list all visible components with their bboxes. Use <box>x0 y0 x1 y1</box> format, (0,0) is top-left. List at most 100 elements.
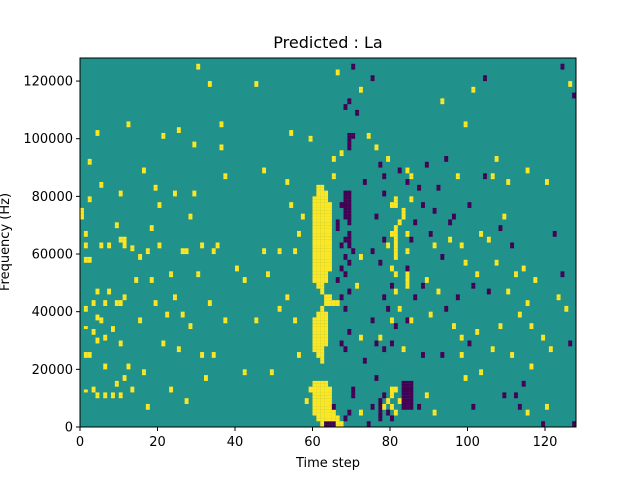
heatmap-cell <box>242 277 247 281</box>
heatmap-cell <box>362 181 367 185</box>
heatmap-cell <box>169 389 174 393</box>
heatmap-cell <box>335 421 340 425</box>
heatmap-cell <box>347 230 352 234</box>
heatmap-cell <box>320 271 325 275</box>
heatmap-cell <box>370 403 375 407</box>
heatmap-cell <box>347 147 352 151</box>
heatmap-cell <box>316 193 321 197</box>
heatmap-cell <box>324 236 329 240</box>
heatmap-cell <box>196 274 201 278</box>
heatmap-cell <box>95 291 100 295</box>
heatmap-cell <box>192 190 197 194</box>
heatmap-cell <box>266 274 270 278</box>
heatmap-cell <box>572 92 577 96</box>
heatmap-cell <box>397 219 402 223</box>
heatmap-cell <box>320 418 325 422</box>
heatmap-cell <box>386 245 391 249</box>
heatmap-cell <box>343 418 348 422</box>
heatmap-cell <box>161 343 166 347</box>
heatmap-cell <box>428 311 433 315</box>
heatmap-cell <box>83 259 88 263</box>
heatmap-cell <box>467 343 472 347</box>
heatmap-cell <box>502 392 507 396</box>
heatmap-cell <box>328 210 332 214</box>
heatmap-cell <box>370 406 375 410</box>
heatmap-cell <box>393 196 398 200</box>
heatmap-cell <box>118 190 123 194</box>
heatmap-cell <box>347 190 352 194</box>
heatmap-cell <box>572 424 577 428</box>
heatmap-cell <box>320 340 325 344</box>
heatmap-cell <box>219 124 224 128</box>
heatmap-cell <box>118 193 123 197</box>
heatmap-cell <box>405 406 410 410</box>
heatmap-cell <box>262 170 267 174</box>
heatmap-cell <box>324 343 329 347</box>
heatmap-cell <box>366 424 371 428</box>
heatmap-cell <box>568 81 573 84</box>
heatmap-cell <box>413 294 418 298</box>
heatmap-cell <box>316 340 321 344</box>
heatmap-cell <box>149 277 154 281</box>
heatmap-cell <box>316 251 321 255</box>
heatmap-cell <box>324 418 329 422</box>
heatmap-cell <box>397 222 402 226</box>
heatmap-cell <box>320 248 325 252</box>
heatmap-cell <box>359 89 363 93</box>
heatmap-cell <box>471 89 476 93</box>
heatmap-cell <box>444 156 449 159</box>
heatmap-cell <box>316 196 321 200</box>
heatmap-cell <box>343 274 348 278</box>
heatmap-cell <box>324 265 329 269</box>
heatmap-cell <box>529 366 534 370</box>
heatmap-cell <box>122 236 127 240</box>
heatmap-cell <box>328 294 332 298</box>
heatmap-cell <box>378 401 383 404</box>
heatmap-cell <box>122 294 127 298</box>
heatmap-cell <box>126 124 131 128</box>
heatmap-cell <box>343 256 348 260</box>
heatmap-cell <box>320 357 325 361</box>
heatmap-cell <box>347 245 352 249</box>
heatmap-cell <box>80 213 84 217</box>
x-tick-label: 20 <box>149 435 166 450</box>
heatmap-cell <box>328 415 332 419</box>
heatmap-cell <box>235 265 239 269</box>
heatmap-cell <box>390 392 394 396</box>
heatmap-cell <box>572 421 577 425</box>
heatmap-cell <box>312 268 317 272</box>
heatmap-cell <box>556 297 561 301</box>
x-axis: 0 20 40 60 80 100 120 <box>76 427 557 450</box>
heatmap-cell <box>432 245 437 249</box>
heatmap-cell <box>312 334 317 338</box>
heatmap-cell <box>223 320 228 324</box>
heatmap-cell <box>219 144 224 148</box>
heatmap-cell <box>347 262 352 266</box>
heatmap-cell <box>374 340 379 344</box>
heatmap-cell <box>316 317 321 321</box>
heatmap-cell <box>390 205 394 208</box>
heatmap-cell <box>316 334 321 338</box>
heatmap-cell <box>320 354 325 358</box>
heatmap-cell <box>359 412 363 416</box>
heatmap-cell <box>312 340 317 344</box>
heatmap-cell <box>328 268 332 272</box>
heatmap-cell <box>347 205 352 208</box>
heatmap-cell <box>432 207 437 211</box>
heatmap-cell <box>463 375 468 379</box>
heatmap-cell <box>320 251 325 255</box>
heatmap-cell <box>316 403 321 407</box>
heatmap-cell <box>421 202 425 206</box>
heatmap-cell <box>328 205 332 208</box>
heatmap-cell <box>103 366 108 370</box>
heatmap-cell <box>405 395 410 399</box>
heatmap-cell <box>444 305 449 309</box>
chart-title: Predicted : La <box>273 33 382 52</box>
heatmap-cell <box>483 78 487 82</box>
heatmap-cell <box>401 406 406 410</box>
heatmap-cell <box>312 403 317 407</box>
heatmap-cell <box>91 303 96 306</box>
heatmap-cell <box>204 377 208 381</box>
heatmap-cell <box>312 337 317 341</box>
heatmap-cell <box>324 386 329 390</box>
